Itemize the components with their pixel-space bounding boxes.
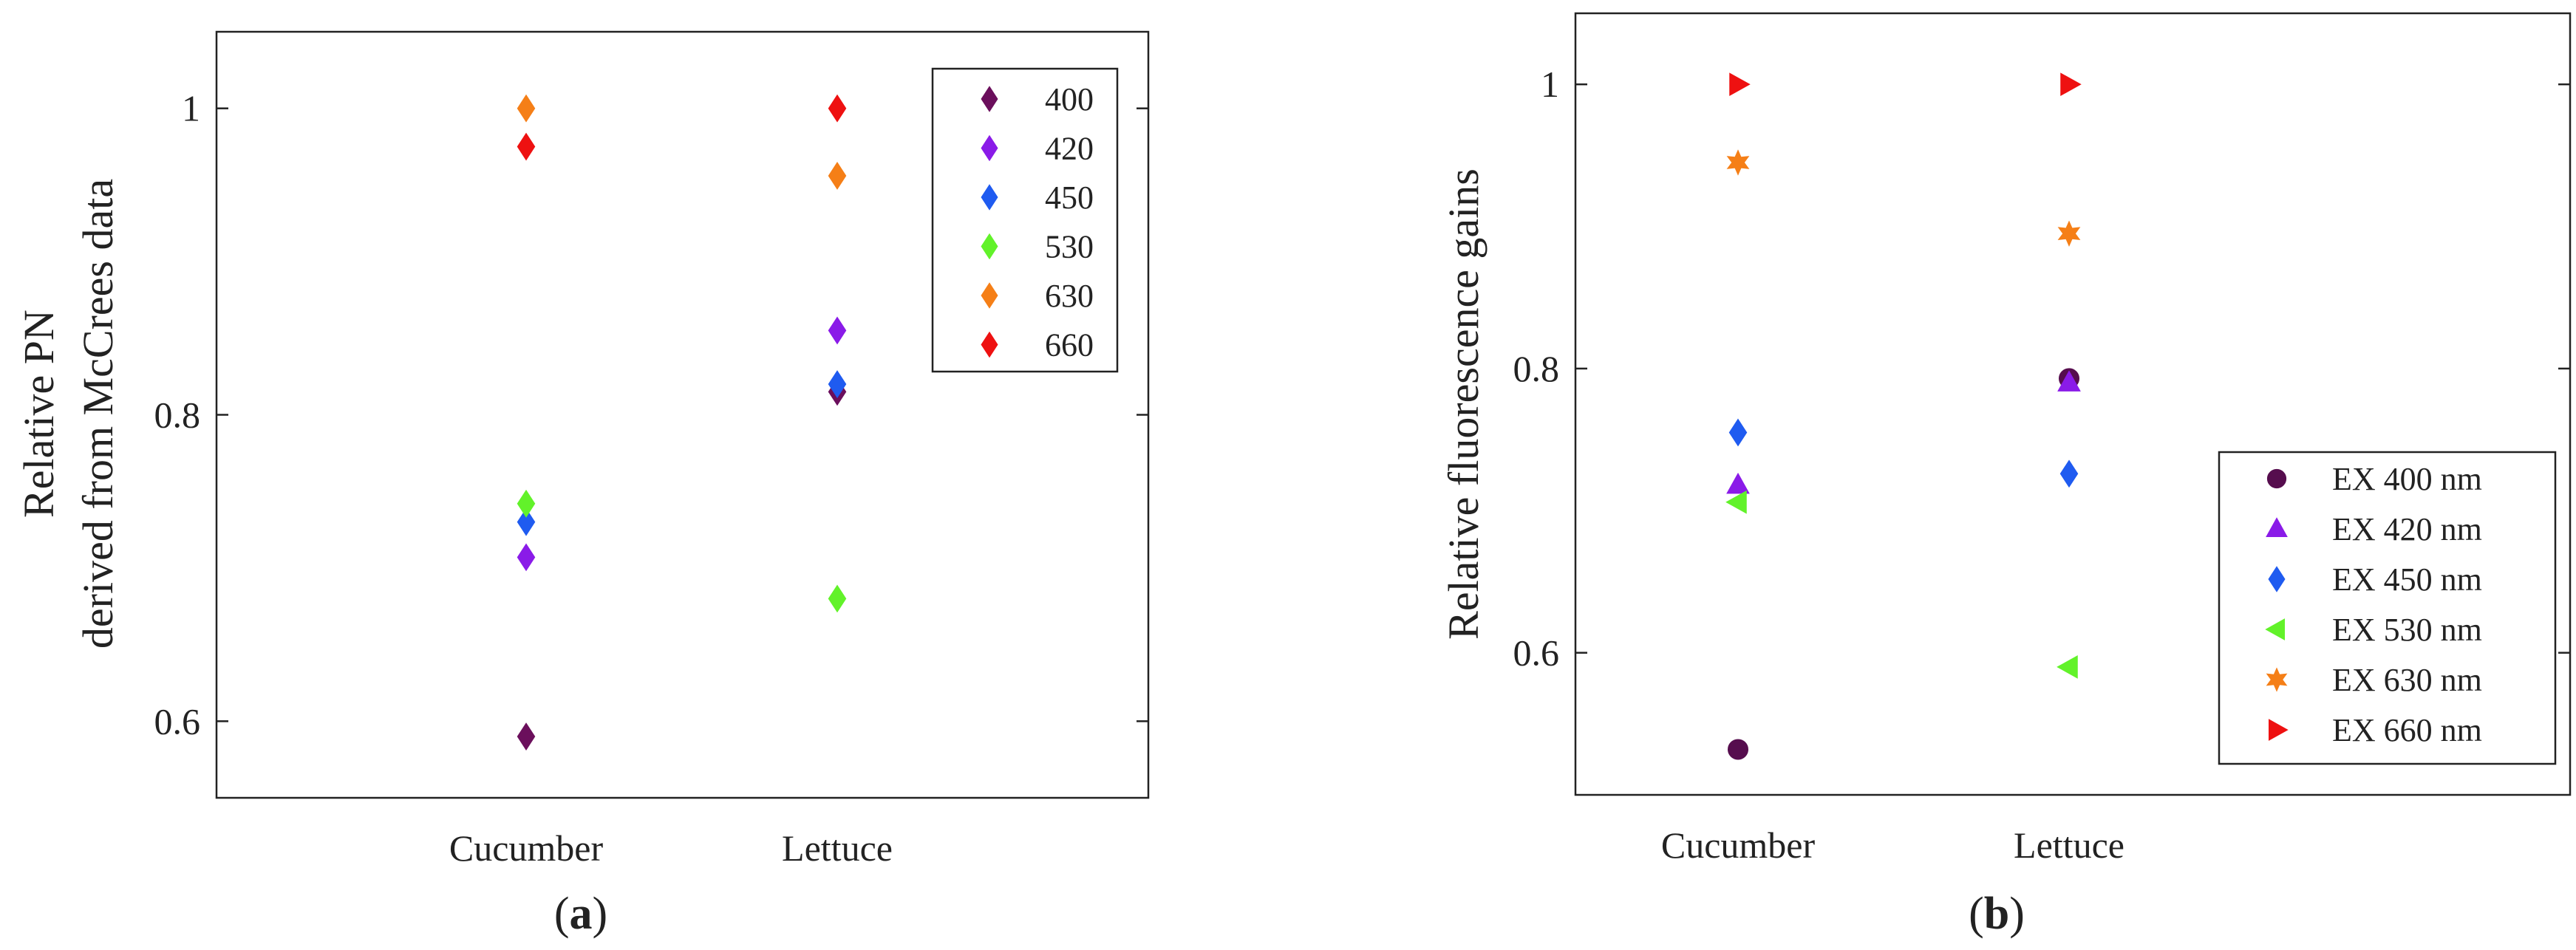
panel-a-point-660-cucumber <box>517 132 536 161</box>
panel-b-legend-label-ex-400-nm: EX 400 nm <box>2332 461 2482 497</box>
panel-b-chart: 0.6 0.8 1 Cucumber Lettuce Relative fluores… <box>1439 12 2572 939</box>
panel-b-legend-label-ex-630-nm: EX 630 nm <box>2332 662 2482 698</box>
panel-a-x-tick-label-cucumber: Cucumber <box>449 827 604 869</box>
panel-b-legend-marker-ex-420-nm <box>2266 517 2288 537</box>
panel-b-y-axis-title: Relative fluorescence gains <box>1439 168 1488 640</box>
panel-a-point-630-cucumber <box>517 94 536 123</box>
panel-a-legend-label-420: 420 <box>1045 131 1094 167</box>
panel-a-legend-box <box>931 67 1119 373</box>
panel-b-legend-marker-ex-660-nm <box>2269 719 2289 741</box>
panel-b-legend-marker-ex-400-nm <box>2266 468 2287 489</box>
panel-b-x-tick-labels: Cucumber Lettuce <box>1661 824 2124 866</box>
panel-a-x-tick-labels: Cucumber Lettuce <box>449 827 893 869</box>
panel-a-y-ticks: 0.6 0.8 1 <box>154 88 1148 742</box>
panel-b-point-ex-400-nm-cucumber <box>1728 739 1748 760</box>
panel-a-legend-label-660: 660 <box>1045 327 1094 363</box>
panel-a-point-530-lettuce <box>828 584 847 613</box>
panel-b-point-ex-420-nm-cucumber <box>1726 472 1750 494</box>
panel-a-legend-label-400: 400 <box>1045 81 1094 117</box>
panel-b-legend-label-ex-530-nm: EX 530 nm <box>2332 612 2482 648</box>
panel-b-point-ex-450-nm-cucumber <box>1728 418 1748 447</box>
panel-b-point-ex-660-nm-cucumber <box>1729 72 1751 97</box>
panel-b-point-ex-660-nm-lettuce <box>2060 72 2082 97</box>
panel-b-y-ticks: 0.6 0.8 1 <box>1513 64 2570 674</box>
panel-a-chart: 0.6 0.8 1 Cucumber Lettuce Relative PN deriv… <box>15 30 1150 939</box>
panel-a-legend: 400 420 450 530 630 660 <box>931 67 1119 373</box>
panel-b-y-tick-label: 0.8 <box>1513 348 1560 389</box>
panel-a-x-tick-label-lettuce: Lettuce <box>782 827 893 869</box>
panel-b-point-ex-420-nm-lettuce <box>2057 370 2081 392</box>
panel-a-point-400-cucumber <box>517 722 536 751</box>
panel-b-point-ex-630-nm-lettuce <box>2057 220 2081 247</box>
panel-a-point-660-lettuce <box>828 94 847 123</box>
panel-b-legend-label-ex-420-nm: EX 420 nm <box>2332 511 2482 547</box>
panel-a-point-420-lettuce <box>828 316 847 345</box>
panel-b-y-tick-label: 1 <box>1541 64 1559 105</box>
panel-a-legend-marker-530 <box>981 233 998 260</box>
panel-a-y-tick-label: 0.8 <box>154 394 201 436</box>
panel-a-point-420-cucumber <box>517 543 536 572</box>
panel-b-x-tick-label-cucumber: Cucumber <box>1661 824 1816 866</box>
panel-b-legend-label-ex-660-nm: EX 660 nm <box>2332 712 2482 748</box>
panel-a-y-tick-label: 1 <box>182 88 200 129</box>
panel-a-legend-label-530: 530 <box>1045 229 1094 265</box>
panel-b-point-ex-630-nm-cucumber <box>1726 149 1750 176</box>
panel-b-point-ex-450-nm-lettuce <box>2059 459 2079 488</box>
panel-a-legend-marker-630 <box>981 282 998 309</box>
panel-b-data-points <box>1725 72 2082 760</box>
panel-a-y-axis-title-line-2: derived from McCrees data <box>74 179 122 649</box>
panel-b-legend: EX 400 nm EX 420 nm EX 450 nm EX 530 nm EX 6… <box>2218 451 2557 765</box>
panel-a-point-450-lettuce <box>828 370 847 398</box>
panel-a-legend-marker-420 <box>981 134 998 162</box>
panel-b-plot-frame <box>1574 12 2572 796</box>
panel-a-legend-label-630: 630 <box>1045 278 1094 314</box>
panel-a-label: (a) <box>554 889 607 939</box>
panel-b-x-tick-label-lettuce: Lettuce <box>2014 824 2124 866</box>
panel-b-legend-marker-ex-630-nm <box>2266 667 2288 692</box>
panel-b-label: (b) <box>1969 889 2025 939</box>
panel-b-legend-marker-ex-530-nm <box>2265 618 2285 640</box>
panel-a-y-axis-title: Relative PN derived from McCrees data <box>15 179 122 649</box>
panel-b-point-ex-530-nm-lettuce <box>2057 655 2078 679</box>
panel-b-y-tick-label: 0.6 <box>1513 632 1560 674</box>
panel-b-y-axis-title-line-1: Relative fluorescence gains <box>1439 168 1488 640</box>
panel-a-point-530-cucumber <box>517 489 536 518</box>
panel-b-legend-box <box>2218 451 2557 765</box>
panel-a-point-630-lettuce <box>828 162 847 190</box>
panel-a-y-axis-title-line-1: Relative PN <box>15 310 63 518</box>
panel-a-legend-marker-400 <box>981 86 998 112</box>
panel-a-legend-marker-660 <box>981 331 998 358</box>
panel-b-legend-label-ex-450-nm: EX 450 nm <box>2332 561 2482 598</box>
panel-b-point-ex-530-nm-cucumber <box>1725 490 1747 514</box>
panel-a-y-tick-label: 0.6 <box>154 700 201 742</box>
panel-b-legend-marker-ex-450-nm <box>2268 566 2286 592</box>
panel-a-legend-label-450: 450 <box>1045 180 1094 216</box>
panel-a-legend-marker-450 <box>981 184 998 211</box>
panel-a-point-450-cucumber <box>517 508 536 536</box>
panel-a-data-points <box>517 94 847 751</box>
